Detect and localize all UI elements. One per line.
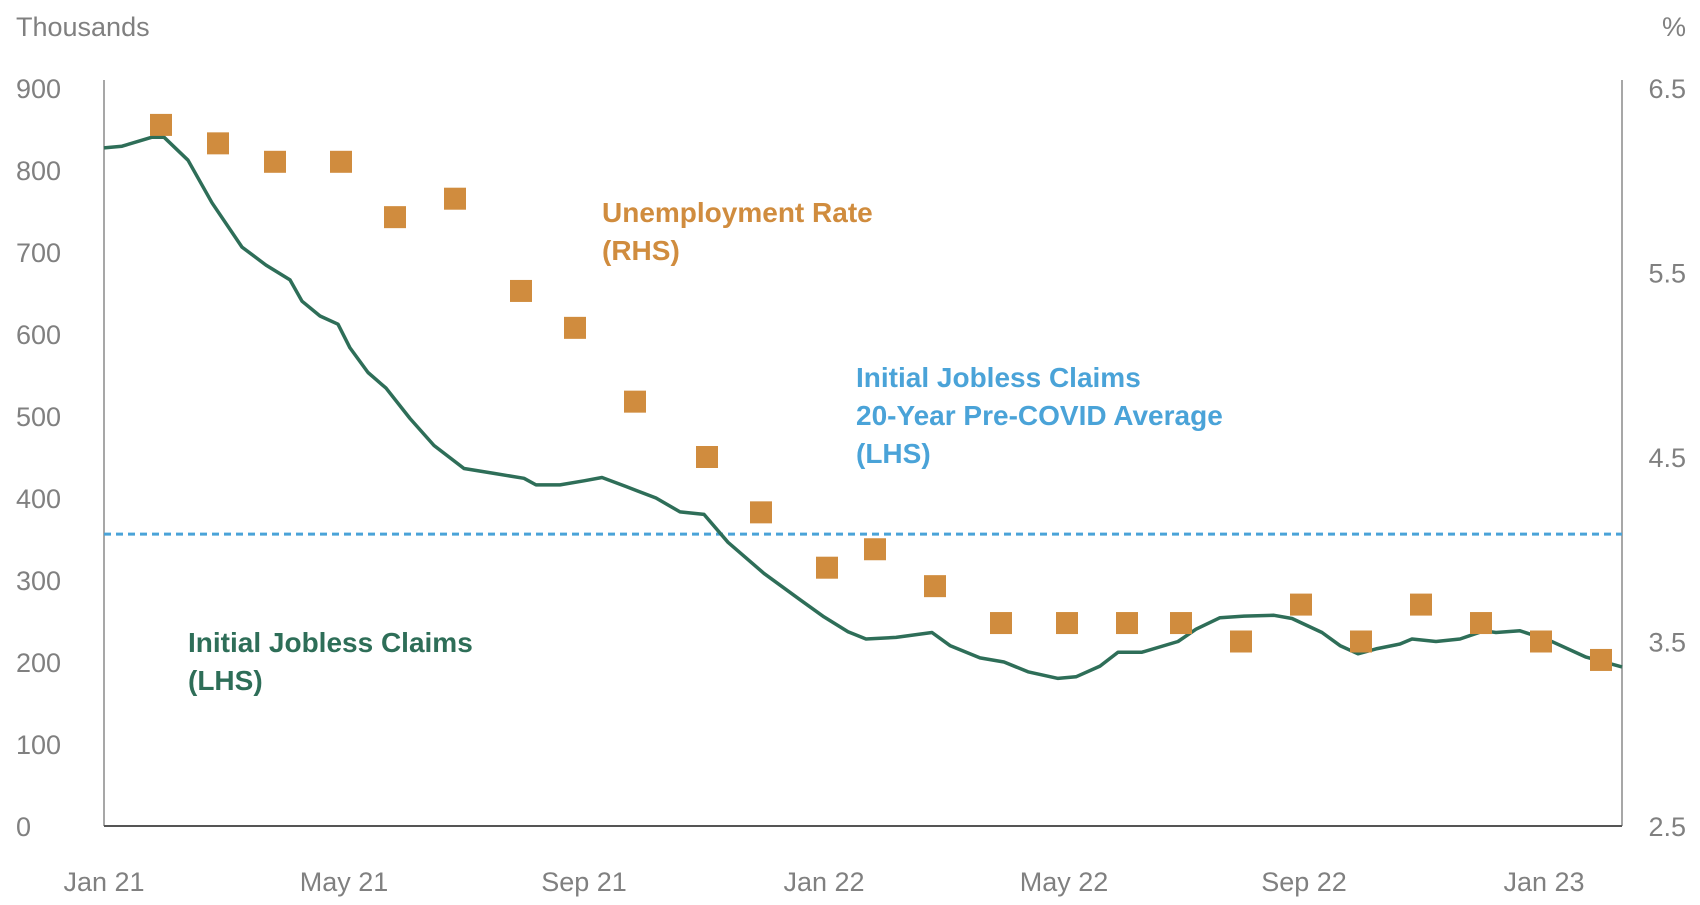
- unemployment-rate-point: [1350, 630, 1372, 653]
- unemployment-rate-point: [1056, 612, 1078, 635]
- unemployment-rate-point: [1170, 612, 1192, 635]
- left-tick-label: 300: [16, 566, 61, 596]
- unemployment-rate-point: [384, 206, 406, 229]
- unemployment-label-line-1: Unemployment Rate: [602, 197, 873, 228]
- left-axis-unit-label: Thousands: [16, 12, 150, 42]
- left-tick-label: 800: [16, 156, 61, 186]
- unemployment-rate-point: [990, 612, 1012, 635]
- unemployment-rate-point: [564, 316, 586, 339]
- claims-label-line-2: (LHS): [188, 665, 263, 696]
- unemployment-rate-point: [207, 132, 229, 155]
- x-axis-tick-labels: Jan 21 May 21 Sep 21 Jan 22 May 22 Sep 22 Jan …: [63, 867, 1584, 897]
- x-tick-label: Sep 22: [1261, 867, 1347, 897]
- unemployment-rate-point: [444, 187, 466, 210]
- unemployment-rate-point: [864, 538, 886, 561]
- unemployment-rate-point: [1470, 612, 1492, 635]
- right-tick-label: 5.5: [1648, 259, 1686, 289]
- right-tick-label: 3.5: [1648, 628, 1686, 658]
- claims-label-line-1: Initial Jobless Claims: [188, 627, 473, 658]
- left-tick-label: 500: [16, 402, 61, 432]
- left-tick-label: 600: [16, 320, 61, 350]
- x-tick-label: Jan 21: [63, 867, 144, 897]
- left-tick-label: 900: [16, 74, 61, 104]
- right-axis-unit-label: %: [1662, 12, 1686, 42]
- x-tick-label: Jan 23: [1503, 867, 1584, 897]
- right-axis-tick-labels: 6.5 5.5 4.5 3.5 2.5: [1648, 74, 1686, 842]
- right-tick-label: 2.5: [1648, 812, 1686, 842]
- x-tick-label: May 21: [300, 867, 389, 897]
- unemployment-rate-point: [1230, 630, 1252, 653]
- left-axis-tick-labels: 900 800 700 600 500 400 300 200 100 0: [16, 74, 61, 842]
- left-tick-label: 400: [16, 484, 61, 514]
- average-label-line-2: 20-Year Pre-COVID Average: [856, 400, 1223, 431]
- left-tick-label: 200: [16, 648, 61, 678]
- average-label-line-1: Initial Jobless Claims: [856, 362, 1141, 393]
- average-label-line-3: (LHS): [856, 438, 931, 469]
- left-tick-label: 700: [16, 238, 61, 268]
- unemployment-label-line-2: (RHS): [602, 235, 680, 266]
- unemployment-rate-point: [1530, 630, 1552, 653]
- x-tick-label: Jan 22: [783, 867, 864, 897]
- unemployment-rate-point: [1590, 648, 1612, 671]
- unemployment-rate-point: [510, 279, 532, 302]
- x-tick-label: Sep 21: [541, 867, 627, 897]
- unemployment-rate-point: [1116, 612, 1138, 635]
- x-tick-label: May 22: [1020, 867, 1109, 897]
- left-tick-label: 100: [16, 730, 61, 760]
- unemployment-rate-point: [924, 575, 946, 598]
- unemployment-rate-point: [816, 556, 838, 579]
- unemployment-rate-point: [750, 501, 772, 524]
- unemployment-rate-point: [1290, 593, 1312, 616]
- unemployment-rate-markers: [150, 113, 1612, 671]
- left-tick-label: 0: [16, 812, 31, 842]
- right-tick-label: 4.5: [1648, 443, 1686, 473]
- unemployment-rate-point: [330, 150, 352, 173]
- unemployment-rate-point: [696, 446, 718, 468]
- unemployment-rate-point: [1410, 593, 1432, 616]
- right-tick-label: 6.5: [1648, 74, 1686, 104]
- unemployment-rate-point: [624, 390, 646, 413]
- unemployment-rate-point: [264, 150, 286, 173]
- unemployment-rate-point: [150, 113, 172, 136]
